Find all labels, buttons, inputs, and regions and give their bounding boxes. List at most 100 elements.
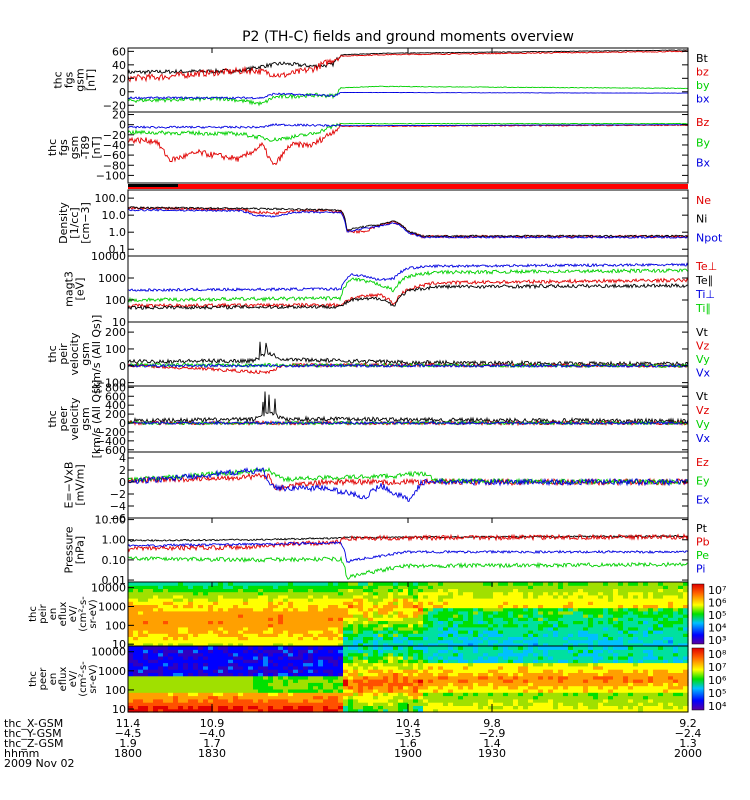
ephemeris-value: −4.5 [115, 727, 142, 740]
legend-Vt: Vt [696, 326, 709, 339]
y-axis-label: thcpeirenefluxeV/(cm²-s-sr-eV) [28, 596, 99, 632]
y-tick-label: −200 [96, 426, 126, 439]
legend-Vx: Vx [696, 432, 711, 445]
ephemeris-value: 9.8 [483, 717, 501, 730]
colorbar-tick-label: 10⁶ [708, 674, 727, 687]
colorbar-tick-label: 10⁴ [708, 622, 727, 635]
y-axis-label-line: sr-eV) [88, 599, 99, 628]
y-axis-label-line: gsm [74, 68, 87, 91]
colorbar-tick-label: 10⁵ [708, 609, 726, 622]
colorbar [691, 647, 705, 711]
legend-Ey: Ey [696, 475, 710, 488]
y-axis-label-line: [km/s (All Qs)] [90, 315, 103, 394]
y-tick-label: −600 [96, 444, 126, 457]
y-axis-label-line: [nT] [85, 69, 98, 91]
y-tick-label: −80 [103, 159, 126, 172]
y-axis-label-line: (cm²-s- [78, 661, 89, 697]
y-tick-label: 1000 [98, 665, 126, 678]
spectrogram-panels: 10000100010010thcpeirenefluxeV/(cm²-s-sr… [28, 581, 727, 716]
y-axis-label-line: [cm−3] [79, 202, 92, 244]
y-tick-label: 10 [112, 316, 126, 329]
legend-bz: bz [696, 66, 709, 79]
legend-Pi: Pi [696, 563, 705, 576]
y-tick-label: −400 [96, 435, 126, 448]
ephemeris-label: thc_Z-GSM [4, 737, 64, 750]
legend-Vy: Vy [696, 418, 710, 431]
y-axis-label: thcpeirvelocitygsm[km/s (All Qs)] [46, 315, 103, 394]
y-axis-label-line: fgs [57, 139, 70, 156]
y-tick-label: −100 [96, 377, 126, 390]
colorbar-tick-label: 10³ [708, 634, 726, 647]
y-axis-label-line: magt3 [63, 271, 76, 307]
y-tick-label: 10000 [91, 582, 126, 595]
legend-Pt: Pt [696, 522, 708, 535]
y-axis-label: Pressure[nPa] [63, 526, 87, 573]
y-axis-label-line: Density [57, 202, 70, 244]
y-tick-label: 100 [105, 294, 126, 307]
y-axis-label: E=−VxB[mV/m] [63, 462, 87, 509]
ephemeris-value: 9.2 [679, 717, 697, 730]
y-tick-label: −6 [110, 512, 126, 525]
y-tick-label: −4 [110, 500, 126, 513]
y-tick-label: 1.0 [109, 226, 127, 239]
y-tick-label: −2 [110, 488, 126, 501]
ephemeris-value: 1900 [394, 747, 422, 760]
legend-Ni: Ni [696, 213, 707, 226]
y-tick-label: 0.01 [102, 574, 127, 587]
ephemeris-value: 1.3 [679, 737, 697, 750]
colorbar [691, 583, 705, 645]
y-axis-label-line: peer [57, 406, 70, 432]
y-axis-label-line: -T89 [79, 136, 92, 160]
y-tick-label: 40 [112, 59, 126, 72]
legend-By: By [696, 136, 711, 149]
panel-frame [127, 47, 689, 113]
colorbar-tick-label: 10⁵ [708, 687, 726, 700]
ephemeris-value: −2.9 [479, 727, 506, 740]
y-tick-label: −60 [103, 149, 126, 162]
quality-flag-bar [128, 184, 688, 189]
legend-bx: bx [696, 93, 710, 106]
y-axis-label-line: Pressure [63, 526, 76, 573]
series-By [128, 122, 688, 142]
y-axis-label-line: thc [46, 410, 59, 427]
legend-Te∥: Te∥ [695, 274, 713, 287]
panel-temp-traces [128, 262, 688, 311]
y-axis-label: thcpeervelocitygsm[km/s (All Qs)] [46, 380, 103, 459]
legend-Vz: Vz [696, 340, 710, 353]
series-Pe [128, 555, 688, 580]
mode-flag-bar [128, 184, 178, 187]
y-axis-label: magt3[eV] [63, 271, 87, 307]
y-axis-label-line: thc [28, 671, 39, 687]
y-tick-label: 2 [119, 464, 126, 477]
y-tick-label: −20 [103, 99, 126, 112]
y-tick-label: 10000 [91, 646, 126, 659]
y-axis-label-line: gsm [68, 136, 81, 159]
ephemeris-value: 1830 [198, 747, 226, 760]
y-tick-label: 600 [105, 390, 126, 403]
legend-Ez: Ez [696, 456, 709, 469]
panel-fgs-traces [128, 49, 688, 107]
colorbar-tick-label: 10⁴ [708, 700, 727, 713]
ephemeris-label: thc_X-GSM [4, 717, 63, 730]
legend-Vt: Vt [696, 390, 709, 403]
panel-fgs_t89-traces [128, 122, 688, 166]
colorbar-tick-label: 10⁷ [708, 584, 726, 597]
y-axis-label-line: fgs [63, 71, 76, 88]
ephemeris-value: 1800 [114, 747, 142, 760]
series-Ti⊥ [128, 262, 688, 293]
series-Ti∥ [128, 267, 688, 303]
y-axis-label-line: en [48, 673, 59, 686]
y-tick-label: 100 [105, 343, 126, 356]
y-axis-label-line: gsm [79, 407, 92, 430]
series-Ex [128, 466, 688, 502]
ephemeris-value: 10.4 [396, 717, 421, 730]
y-axis-label: thcfgsgsm[nT] [52, 68, 98, 91]
series-Vt [128, 391, 688, 425]
legend-Bt: Bt [696, 52, 709, 65]
y-tick-label: 1000 [98, 272, 126, 285]
y-tick-label: 4 [119, 452, 126, 465]
panel-frame [127, 255, 689, 323]
